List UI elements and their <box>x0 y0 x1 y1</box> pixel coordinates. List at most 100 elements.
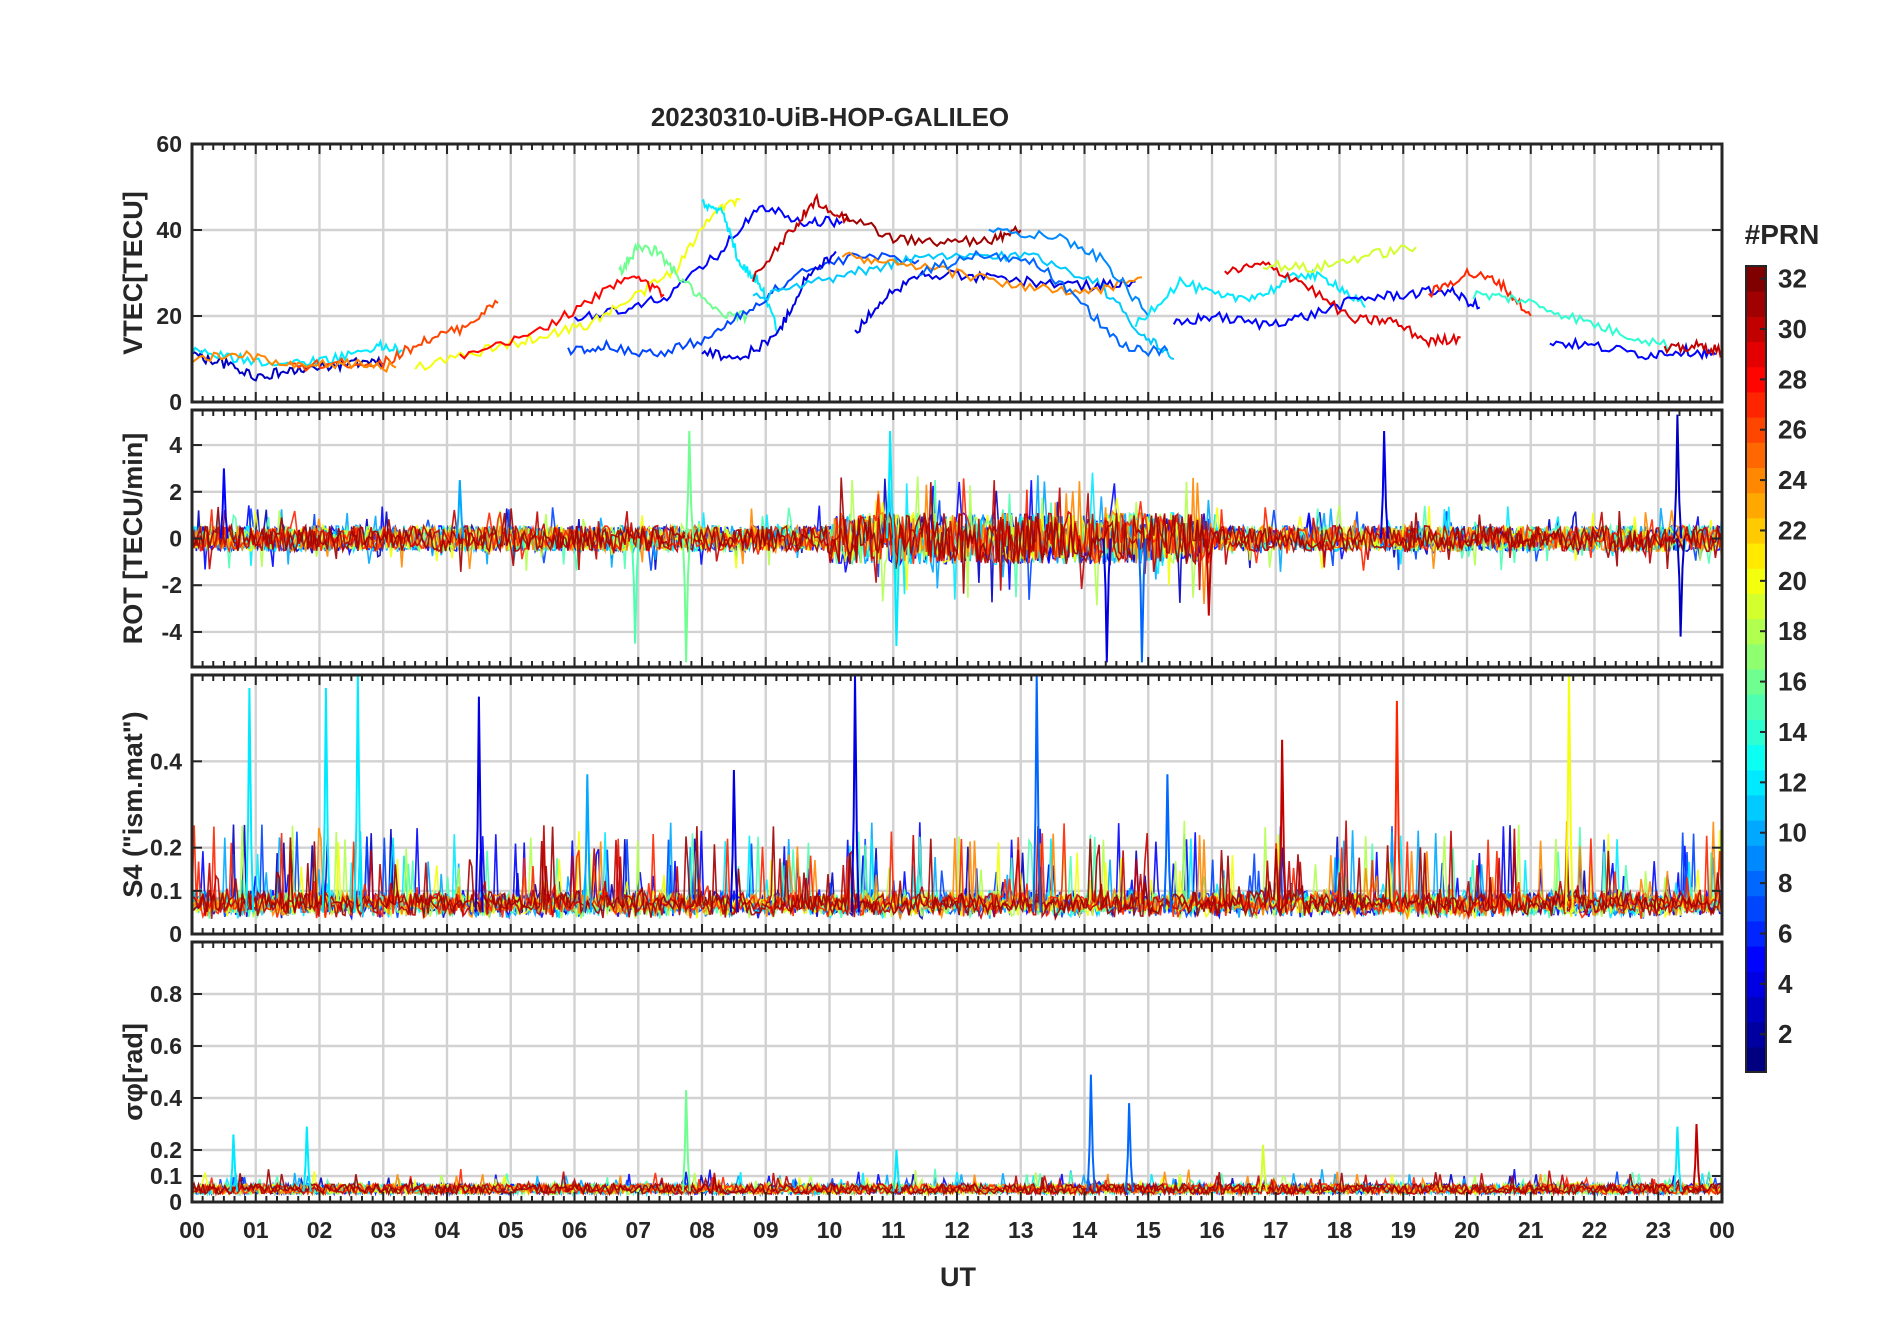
rot-series <box>192 414 1722 663</box>
sigma_phi-peak-prn-12 <box>229 1134 239 1192</box>
colorbar-tick-label: 32 <box>1778 264 1807 294</box>
panel-vtec: 0 20 40 60 VTEC[TECU] <box>118 131 1724 415</box>
x-tick-label: 16 <box>1199 1217 1225 1243</box>
colorbar-tick-label: 26 <box>1778 415 1807 445</box>
colorbar-tick-label: 22 <box>1778 515 1807 545</box>
rot-y-tick-label: -4 <box>162 619 183 645</box>
panel-s4: 0 0.1 0.2 0.4S4 ("ism.mat") <box>118 673 1724 947</box>
colorbar-segment <box>1746 971 1766 997</box>
colorbar-segment <box>1746 266 1766 292</box>
s4-peak-prn-10 <box>583 774 593 913</box>
vtec-series-prn-4 <box>701 250 837 362</box>
sigma_phi-ticks <box>191 942 1723 1203</box>
s4-y-tick-label: 0.2 <box>150 835 182 861</box>
vtec-series-prn-5 <box>573 204 843 322</box>
x-tick-label: 21 <box>1518 1217 1544 1243</box>
colorbar-segment <box>1746 920 1766 947</box>
sigma_phi-peak-prn-12 <box>1673 1126 1683 1192</box>
colorbar-segment <box>1746 895 1766 922</box>
vtec-series-prn-30 <box>752 192 850 282</box>
vtec-series-prn-14 <box>1472 289 1672 351</box>
vtec-series-prn-16 <box>618 241 748 325</box>
x-tick-label: 00 <box>1709 1217 1735 1243</box>
x-tick-label: 08 <box>689 1217 715 1243</box>
s4-series <box>192 675 1722 922</box>
colorbar-segment <box>1746 366 1766 393</box>
vtec-y-tick-label: 40 <box>156 217 182 243</box>
rot-y-tick-label: 2 <box>169 479 182 505</box>
panel-sigma_phi: 00.10.2 0.4 0.6 0.8σφ[rad] <box>118 940 1724 1215</box>
colorbar-segment <box>1746 744 1766 771</box>
rot-peak-prn-10 <box>455 480 465 539</box>
colorbar-tick-label: 6 <box>1778 918 1792 948</box>
rot-series-prn-31 <box>192 477 1722 594</box>
rot-peak-prn-30 <box>1204 538 1214 616</box>
s4-series-prn-30 <box>192 820 1722 921</box>
s4-y-tick-label: 0.1 <box>150 878 182 904</box>
colorbar-tick-label: 28 <box>1778 364 1807 394</box>
x-tick-label: 04 <box>434 1217 460 1243</box>
s4-peak-prn-20 <box>1564 675 1574 913</box>
sigma_phi-peak-prn-8 <box>1124 1103 1134 1192</box>
colorbar-segment <box>1746 845 1766 871</box>
vtec-series <box>192 192 1722 382</box>
rot-peak-prn-16 <box>685 430 695 539</box>
colorbar-segment <box>1746 543 1766 569</box>
colorbar-segment <box>1746 341 1766 368</box>
x-tick-label: 05 <box>498 1217 524 1243</box>
rot-peak-prn-16 <box>681 538 691 663</box>
colorbar-segment <box>1746 820 1766 846</box>
x-tick-label: 14 <box>1072 1217 1098 1243</box>
rot-peak-prn-8 <box>1137 538 1147 663</box>
sigma_phi-peak-prn-16 <box>681 1090 691 1192</box>
colorbar-segment <box>1746 316 1766 343</box>
colorbar-segment <box>1746 1046 1766 1073</box>
x-tick-label: 12 <box>944 1217 970 1243</box>
vtec-series-prn-29 <box>1224 260 1461 349</box>
vtec-y-axis-label: VTEC[TECU] <box>118 191 148 355</box>
x-tick-label: 20 <box>1454 1217 1480 1243</box>
vtec-series-prn-30 <box>1663 338 1722 359</box>
vtec-series-prn-3 <box>192 349 385 382</box>
s4-y-tick-label: 0 <box>169 921 182 947</box>
colorbar-tick-label: 2 <box>1778 1019 1792 1049</box>
s4-peak-prn-8 <box>1163 774 1173 913</box>
x-tick-label: 15 <box>1135 1217 1161 1243</box>
colorbar-segment <box>1746 669 1766 695</box>
colorbar-segment <box>1746 769 1766 796</box>
rot-y-tick-label: 0 <box>169 526 182 552</box>
s4-peak-prn-4 <box>474 696 484 913</box>
rot-peak-prn-5 <box>219 468 229 539</box>
sigma_phi-peak-prn-8 <box>1086 1074 1096 1192</box>
x-tick-label: 11 <box>881 1217 906 1243</box>
colorbar-segment <box>1746 1021 1766 1048</box>
s4-peak-prn-12 <box>353 675 363 913</box>
s4-peak-prn-12 <box>321 687 331 913</box>
x-axis-label: UT <box>940 1262 976 1292</box>
colorbar-segment <box>1746 643 1766 670</box>
sigma_phi-y-tick-label: 0.2 <box>150 1137 182 1163</box>
sigma_phi-y-tick-label: 0 <box>169 1189 182 1215</box>
s4-peak-prn-30 <box>1277 739 1287 913</box>
sigma_phi-peak-prn-19 <box>1258 1144 1268 1192</box>
rot-y-tick-label: -2 <box>162 572 182 598</box>
colorbar-tick-label: 4 <box>1778 969 1793 999</box>
colorbar-segment <box>1746 517 1766 544</box>
colorbar-segment <box>1746 568 1766 594</box>
vtec-series-prn-28 <box>459 275 665 360</box>
sigma_phi-y-tick-label: 0.1 <box>150 1163 182 1189</box>
rot-peak-prn-4 <box>1102 538 1112 663</box>
colorbar-segment <box>1746 442 1766 468</box>
colorbar-tick-label: 16 <box>1778 667 1807 697</box>
sigma_phi-y-axis-label: σφ[rad] <box>118 1023 148 1121</box>
s4-series-prn-31 <box>192 826 1722 922</box>
x-tick-label: 23 <box>1645 1217 1671 1243</box>
colorbar-tick-label: 14 <box>1778 717 1807 747</box>
panel-rot: -4 -2 0 2 4 ROT [TECU/min] <box>118 408 1724 669</box>
colorbar-segment <box>1746 593 1766 620</box>
sigma_phi-peak-prn-12 <box>302 1126 312 1192</box>
vtec-series-prn-24 <box>192 349 397 374</box>
vtec-series-prn-24 <box>841 251 1143 296</box>
